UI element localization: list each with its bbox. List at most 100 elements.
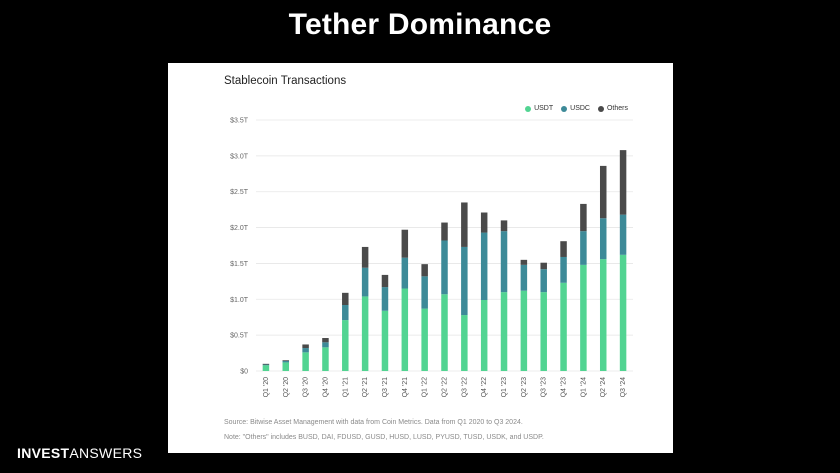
bar-segment [461,202,468,247]
bar-segment [520,290,528,371]
bar-segment [580,264,587,371]
bar-segment [619,254,627,371]
y-tick-label: $0 [240,369,248,376]
y-tick-label: $2.5T [230,189,249,196]
bar-segment [461,246,468,316]
legend-dot-usdt [525,105,532,112]
chart-legend: USDT USDC Others [525,105,628,112]
legend-label-others: Others [606,105,628,112]
x-tick-label: Q3 '23 [541,377,548,398]
legend-label-usdt: USDT [534,105,554,112]
x-tick-label: Q2 '20 [283,377,290,398]
bar-segment [361,267,369,297]
bar-segment [599,165,607,219]
bar-segment [401,229,409,258]
legend-dot-usdc [561,105,568,112]
bar-segment [500,231,508,293]
bar-segment [342,292,349,306]
x-tick-label: Q3 '22 [461,377,468,398]
legend-label-usdc: USDC [570,105,590,112]
bar-segment [401,257,409,289]
y-tick-label: $2.0T [230,225,249,232]
bar-segment [282,360,290,361]
bar-segment [540,262,547,270]
x-tick-label: Q3 '24 [620,377,627,398]
bar-segment [381,274,389,288]
bar-segment [560,241,567,257]
bar-segment [520,259,528,265]
x-tick-label: Q1 '22 [422,377,429,398]
bar-segment [480,300,488,371]
bar-segment [361,296,369,371]
x-tick-label: Q3 '21 [382,377,389,398]
bar-segment [421,264,428,277]
x-tick-label: Q1 '21 [342,377,349,398]
bar-segment [421,276,428,309]
bar-segment [520,264,528,291]
bar-segment [619,214,627,255]
bar-segment [401,288,409,371]
x-tick-label: Q2 '23 [521,377,528,398]
bar-segment [441,222,448,241]
x-tick-label: Q2 '22 [442,377,449,398]
y-tick-label: $0.5T [230,333,249,340]
bar-segment [282,362,290,371]
x-tick-label: Q1 '24 [580,377,587,398]
legend-item-others: Others [597,105,628,112]
bar-segment [599,218,607,260]
bar-segment [580,231,587,265]
bar-segment [322,347,329,371]
bar-segment [342,305,349,321]
bar-segment [480,232,488,301]
brand-part-2: ANSWERS [69,445,143,461]
others-note: Note: "Others" includes BUSD, DAI, FDUSD… [224,434,544,441]
bar-segment [262,363,270,365]
y-tick-label: $3.5T [230,118,249,125]
x-tick-label: Q1 '23 [501,377,508,398]
bar-segment [560,282,567,371]
x-tick-label: Q1 '20 [263,377,270,398]
bar-segment [381,310,389,371]
legend-item-usdt: USDT [525,105,553,112]
bar-segment [500,292,508,371]
bar-segment [342,320,349,371]
bar-segment [441,294,448,371]
slide-title: Tether Dominance [288,8,552,41]
legend-dot-others [597,105,604,112]
y-tick-label: $3.0T [230,153,249,160]
bar-segment [361,246,369,268]
bar-segment [540,292,547,371]
bar-segment [500,220,508,232]
bar-segment [560,256,567,283]
brand-part-1: INVEST [17,445,70,461]
bar-segment [302,344,309,349]
chart-panel: Stablecoin Transactions USDT USDC Others… [168,63,673,453]
bar-segment [540,269,547,293]
bar-segment [322,338,329,343]
x-tick-label: Q3 '20 [303,377,310,398]
bar-segment [461,315,468,371]
bar-segment [322,342,329,348]
bar-segment [599,259,607,371]
bar-segment [580,203,587,232]
x-tick-label: Q2 '24 [600,377,607,398]
bar-segment [619,150,627,215]
y-tick-label: $1.5T [230,261,249,268]
source-note: Source: Bitwise Asset Management with da… [224,419,523,426]
x-tick-label: Q4 '23 [561,377,568,398]
bar-segment [262,364,270,366]
x-tick-label: Q4 '21 [402,377,409,398]
bar-segment [421,308,428,371]
x-tick-label: Q4 '22 [481,377,488,398]
brand-logo: INVESTANSWERS [17,445,142,461]
bar-segment [282,360,290,363]
bar-segment [480,212,488,233]
bar-segment [381,287,389,311]
bar-segment [302,348,309,353]
bar-segment [441,240,448,295]
y-tick-label: $1.0T [230,297,249,304]
chart-title: Stablecoin Transactions [224,75,347,87]
stacked-bar-chart: $0 $0.5T $1.0T $1.5T $2.0T $2.5T $3.0T $3.5T Q1 … [230,118,633,398]
bar-segment [262,365,270,371]
x-tick-label: Q4 '20 [322,377,329,398]
